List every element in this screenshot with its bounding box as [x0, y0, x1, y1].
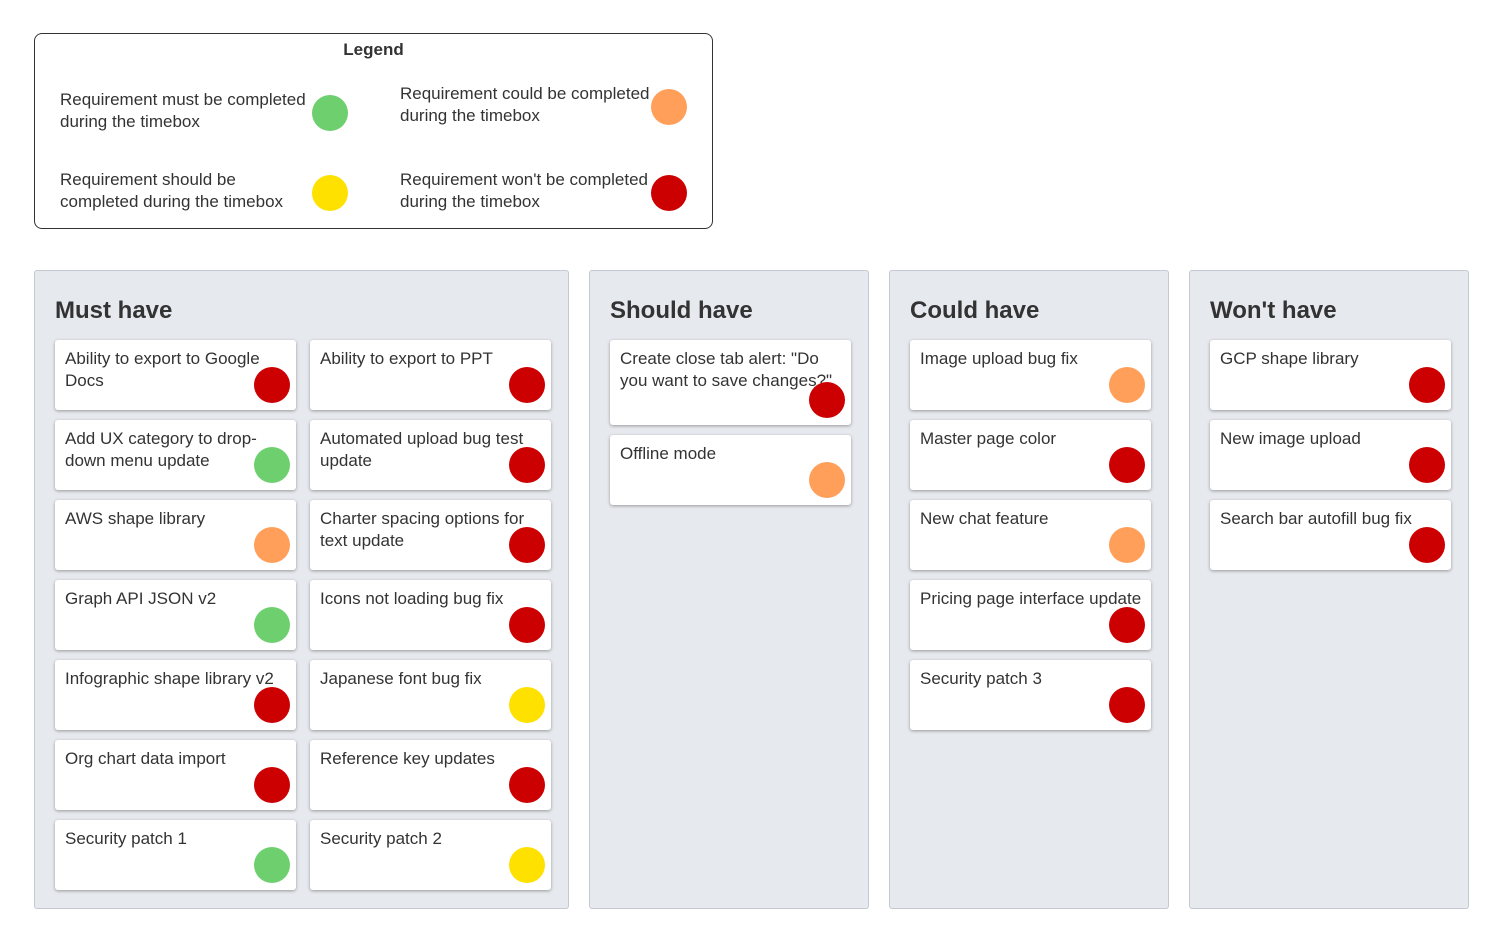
- column-must-have: Must have Ability to export to Google Do…: [34, 270, 569, 909]
- card-text: Master page color: [920, 429, 1057, 448]
- requirement-card[interactable]: Security patch 1: [55, 820, 296, 890]
- card-text: GCP shape library: [1220, 349, 1359, 368]
- requirement-card[interactable]: Graph API JSON v2: [55, 580, 296, 650]
- priority-dot-icon: [1109, 367, 1145, 403]
- priority-dot-icon: [254, 847, 290, 883]
- card-text: New image upload: [1220, 429, 1361, 448]
- requirement-card[interactable]: Japanese font bug fix: [310, 660, 551, 730]
- priority-dot-icon: [1109, 687, 1145, 723]
- card-text: Pricing page interface update: [920, 589, 1142, 608]
- column-title: Could have: [910, 297, 1040, 324]
- column-title: Won't have: [1210, 297, 1337, 324]
- priority-dot-icon: [1409, 367, 1445, 403]
- card-text: Offline mode: [620, 444, 717, 463]
- card-text: Japanese font bug fix: [320, 669, 482, 688]
- requirement-card[interactable]: Icons not loading bug fix: [310, 580, 551, 650]
- card-text: Infographic shape library v2: [65, 669, 274, 688]
- requirement-card[interactable]: Security patch 2: [310, 820, 551, 890]
- requirement-card[interactable]: Ability to export to PPT: [310, 340, 551, 410]
- legend-item-text: Requirement could be completed during th…: [400, 84, 650, 125]
- priority-dot-icon: [312, 175, 348, 211]
- card-text: Ability to export to PPT: [320, 349, 493, 368]
- requirement-card[interactable]: Create close tab alert: "Do you want to …: [610, 340, 851, 425]
- requirement-card[interactable]: Org chart data import: [55, 740, 296, 810]
- column-should-have: Should have Create close tab alert: "Do …: [589, 270, 869, 909]
- requirement-card[interactable]: Charter spacing options for text update: [310, 500, 551, 570]
- card-text: Ability to export to Google Docs: [65, 349, 260, 390]
- card-text: Search bar autofill bug fix: [1220, 509, 1412, 528]
- priority-dot-icon: [254, 687, 290, 723]
- card-text: Security patch 1: [65, 829, 187, 848]
- column-could-have: Could have Image upload bug fix Master pa…: [889, 270, 1169, 909]
- priority-dot-icon: [254, 607, 290, 643]
- priority-dot-icon: [1109, 607, 1145, 643]
- legend-item-must: Requirement must be completed during the…: [60, 89, 360, 139]
- priority-dot-icon: [809, 462, 845, 498]
- priority-dot-icon: [1109, 527, 1145, 563]
- card-text: Charter spacing options for text update: [320, 509, 525, 550]
- requirement-card[interactable]: GCP shape library: [1210, 340, 1451, 410]
- legend-item-text: Requirement should be completed during t…: [60, 170, 284, 211]
- requirement-card[interactable]: Add UX category to drop-down menu update: [55, 420, 296, 490]
- requirement-card[interactable]: Ability to export to Google Docs: [55, 340, 296, 410]
- priority-dot-icon: [1409, 447, 1445, 483]
- requirement-card[interactable]: Infographic shape library v2: [55, 660, 296, 730]
- legend-item-should: Requirement should be completed during t…: [60, 169, 360, 219]
- card-text: Create close tab alert: "Do you want to …: [620, 349, 833, 390]
- priority-dot-icon: [509, 367, 545, 403]
- legend-box: Legend Requirement must be completed dur…: [34, 33, 713, 229]
- card-text: Graph API JSON v2: [65, 589, 217, 608]
- requirement-card[interactable]: Pricing page interface update: [910, 580, 1151, 650]
- priority-dot-icon: [1109, 447, 1145, 483]
- legend-item-text: Requirement must be completed during the…: [60, 90, 306, 131]
- card-text: Image upload bug fix: [920, 349, 1078, 368]
- column-wont-have: Won't have GCP shape library New image up…: [1189, 270, 1469, 909]
- priority-dot-icon: [509, 767, 545, 803]
- card-text: Security patch 2: [320, 829, 442, 848]
- requirement-card[interactable]: New image upload: [1210, 420, 1451, 490]
- card-text: Org chart data import: [65, 749, 226, 768]
- card-text: Icons not loading bug fix: [320, 589, 504, 608]
- priority-dot-icon: [254, 767, 290, 803]
- priority-dot-icon: [809, 382, 845, 418]
- requirement-card[interactable]: Search bar autofill bug fix: [1210, 500, 1451, 570]
- priority-dot-icon: [509, 687, 545, 723]
- requirement-card[interactable]: Master page color: [910, 420, 1151, 490]
- legend-item-wont: Requirement won't be completed during th…: [400, 169, 700, 219]
- priority-dot-icon: [651, 175, 687, 211]
- priority-dot-icon: [509, 607, 545, 643]
- requirement-card[interactable]: Automated upload bug test update: [310, 420, 551, 490]
- requirement-card[interactable]: Reference key updates: [310, 740, 551, 810]
- requirement-card[interactable]: New chat feature: [910, 500, 1151, 570]
- priority-dot-icon: [651, 89, 687, 125]
- requirement-card[interactable]: Image upload bug fix: [910, 340, 1151, 410]
- column-title: Must have: [55, 297, 173, 324]
- legend-item-text: Requirement won't be completed during th…: [400, 170, 648, 211]
- priority-dot-icon: [254, 447, 290, 483]
- requirement-card[interactable]: Offline mode: [610, 435, 851, 505]
- card-text: Security patch 3: [920, 669, 1042, 688]
- priority-dot-icon: [509, 847, 545, 883]
- card-text: Automated upload bug test update: [320, 429, 524, 470]
- card-text: Add UX category to drop-down menu update: [65, 429, 257, 470]
- priority-dot-icon: [1409, 527, 1445, 563]
- priority-dot-icon: [312, 95, 348, 131]
- card-text: AWS shape library: [65, 509, 206, 528]
- legend-item-could: Requirement could be completed during th…: [400, 83, 700, 133]
- priority-dot-icon: [254, 367, 290, 403]
- priority-dot-icon: [509, 527, 545, 563]
- priority-dot-icon: [509, 447, 545, 483]
- legend-title: Legend: [343, 40, 404, 59]
- priority-dot-icon: [254, 527, 290, 563]
- requirement-card[interactable]: AWS shape library: [55, 500, 296, 570]
- card-text: New chat feature: [920, 509, 1049, 528]
- card-text: Reference key updates: [320, 749, 495, 768]
- requirement-card[interactable]: Security patch 3: [910, 660, 1151, 730]
- column-title: Should have: [610, 297, 753, 324]
